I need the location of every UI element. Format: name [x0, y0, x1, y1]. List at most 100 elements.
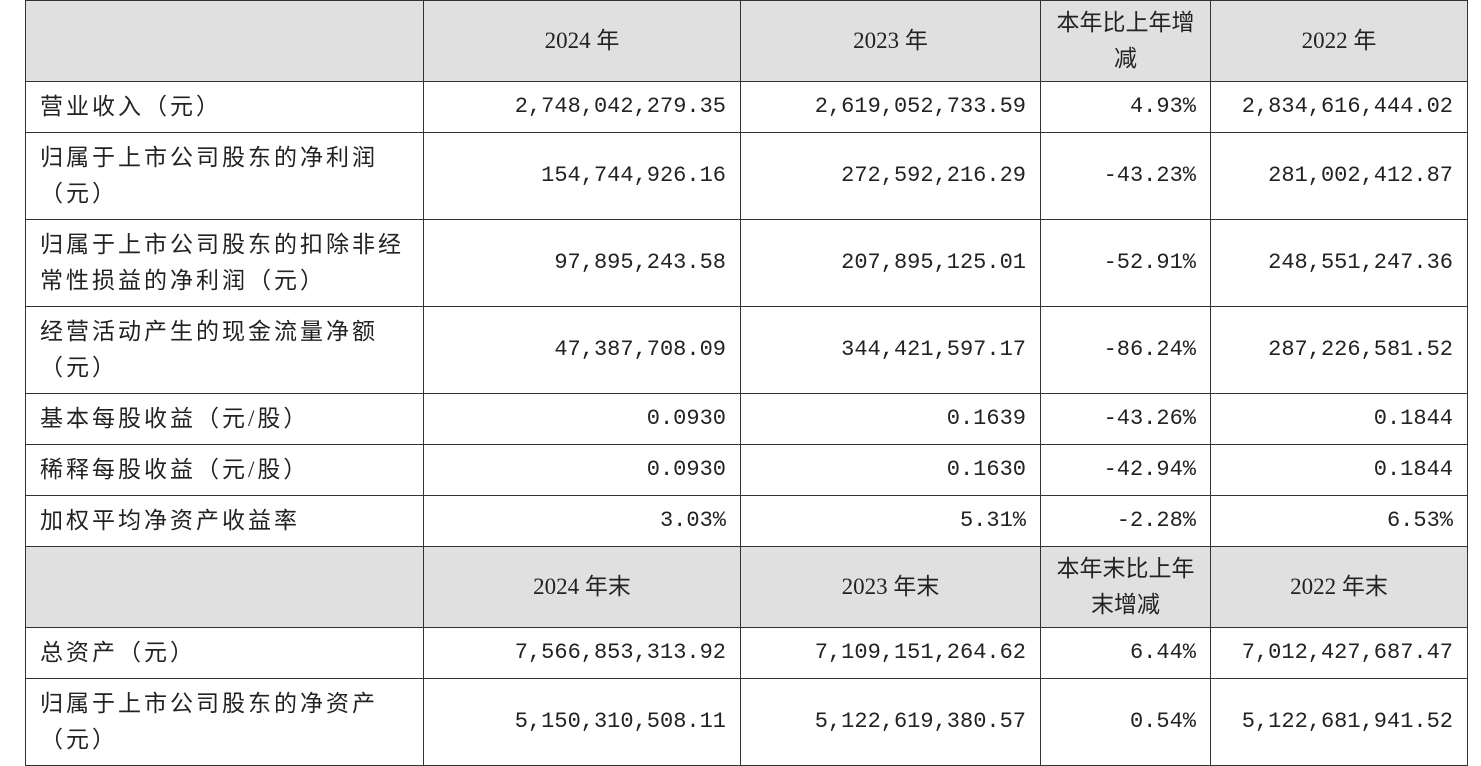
value-cell: -86.24%: [1040, 306, 1211, 394]
value-text: 0.1639: [946, 406, 1026, 431]
value-cell: 47,387,708.09: [423, 306, 741, 394]
value-text: 2,834,616,444.02: [1241, 94, 1453, 119]
header-cell: 2023 年末: [740, 546, 1041, 628]
value-cell: 2,834,616,444.02: [1210, 81, 1468, 133]
label-text: 归属于上市公司股东的净资产（元）: [40, 691, 378, 752]
data-row: 经营活动产生的现金流量净额（元） 47,387,708.09 344,421,597…: [25, 306, 1468, 394]
value-text: 97,895,243.58: [554, 250, 726, 275]
value-cell: 0.1844: [1210, 444, 1468, 496]
label-text: 基本每股收益（元/股）: [40, 406, 310, 431]
value-cell: 5,122,681,941.52: [1210, 678, 1468, 766]
value-cell: -2.28%: [1040, 495, 1211, 547]
value-text: 207,895,125.01: [841, 250, 1026, 275]
value-cell: 0.1630: [740, 444, 1041, 496]
row-label: 归属于上市公司股东的扣除非经常性损益的净利润（元）: [25, 219, 424, 307]
value-text: -2.28%: [1116, 508, 1196, 533]
header-cell: [25, 546, 424, 628]
value-text: 0.54%: [1129, 709, 1196, 734]
value-text: -86.24%: [1103, 337, 1196, 362]
header-cell: 2024 年: [423, 0, 741, 82]
value-cell: 2,748,042,279.35: [423, 81, 741, 133]
header-cell: 2023 年: [740, 0, 1041, 82]
value-text: -52.91%: [1103, 250, 1196, 275]
row-label: 营业收入（元）: [25, 81, 424, 133]
value-text: 2,748,042,279.35: [514, 94, 726, 119]
value-cell: 0.1844: [1210, 393, 1468, 445]
value-text: 5,122,681,941.52: [1241, 709, 1453, 734]
value-text: 272,592,216.29: [841, 163, 1026, 188]
header-row: 2024 年 2023 年 本年比上年增减 2022 年: [25, 0, 1468, 82]
value-cell: 97,895,243.58: [423, 219, 741, 307]
value-text: 6.44%: [1129, 640, 1196, 665]
value-text: 47,387,708.09: [554, 337, 726, 362]
value-cell: 5.31%: [740, 495, 1041, 547]
header-text: 2022 年: [1301, 28, 1377, 53]
data-row: 归属于上市公司股东的净资产（元） 5,150,310,508.11 5,122,61…: [25, 678, 1468, 766]
value-cell: -42.94%: [1040, 444, 1211, 496]
value-text: -42.94%: [1103, 457, 1196, 482]
value-cell: 4.93%: [1040, 81, 1211, 133]
value-cell: 281,002,412.87: [1210, 132, 1468, 220]
label-text: 加权平均净资产收益率: [40, 508, 300, 533]
row-label: 总资产（元）: [25, 627, 424, 679]
value-cell: 344,421,597.17: [740, 306, 1041, 394]
value-cell: 3.03%: [423, 495, 741, 547]
value-cell: 7,566,853,313.92: [423, 627, 741, 679]
value-text: 0.1844: [1373, 457, 1453, 482]
value-text: 7,566,853,313.92: [514, 640, 726, 665]
header-text: 本年比上年增减: [1056, 10, 1195, 71]
data-row: 总资产（元） 7,566,853,313.92 7,109,151,264.62 6.…: [25, 627, 1468, 679]
value-cell: 0.54%: [1040, 678, 1211, 766]
value-text: 4.93%: [1129, 94, 1196, 119]
value-cell: 248,551,247.36: [1210, 219, 1468, 307]
value-cell: 154,744,926.16: [423, 132, 741, 220]
value-text: 3.03%: [659, 508, 726, 533]
value-text: 281,002,412.87: [1268, 163, 1453, 188]
value-text: 0.1630: [946, 457, 1026, 482]
value-cell: 6.53%: [1210, 495, 1468, 547]
header-text: 2023 年末: [841, 574, 940, 599]
financial-table: 2024 年 2023 年 本年比上年增减 2022 年营业收入（元） 2,748,04…: [25, 0, 1468, 766]
value-text: -43.23%: [1103, 163, 1196, 188]
header-row: 2024 年末 2023 年末 本年末比上年末增减 2022 年末: [25, 546, 1468, 628]
value-cell: -43.26%: [1040, 393, 1211, 445]
row-label: 稀释每股收益（元/股）: [25, 444, 424, 496]
header-text: 本年末比上年末增减: [1056, 556, 1195, 617]
label-text: 总资产（元）: [40, 640, 196, 665]
label-text: 归属于上市公司股东的净利润（元）: [40, 145, 378, 206]
data-row: 基本每股收益（元/股） 0.0930 0.1639 -43.26% 0.1844: [25, 393, 1468, 445]
data-row: 营业收入（元） 2,748,042,279.35 2,619,052,733.59 4…: [25, 81, 1468, 133]
header-text: 2024 年末: [533, 574, 631, 599]
value-text: 287,226,581.52: [1268, 337, 1453, 362]
row-label: 归属于上市公司股东的净利润（元）: [25, 132, 424, 220]
value-text: 5.31%: [959, 508, 1026, 533]
value-cell: -43.23%: [1040, 132, 1211, 220]
row-label: 经营活动产生的现金流量净额（元）: [25, 306, 424, 394]
value-cell: 207,895,125.01: [740, 219, 1041, 307]
value-text: 344,421,597.17: [841, 337, 1026, 362]
row-label: 基本每股收益（元/股）: [25, 393, 424, 445]
value-cell: 0.1639: [740, 393, 1041, 445]
header-cell: 2024 年末: [423, 546, 741, 628]
value-text: 0.0930: [646, 406, 726, 431]
data-row: 归属于上市公司股东的净利润（元） 154,744,926.16 272,592,21…: [25, 132, 1468, 220]
value-text: 7,109,151,264.62: [814, 640, 1026, 665]
value-text: 0.1844: [1373, 406, 1453, 431]
label-text: 经营活动产生的现金流量净额（元）: [40, 319, 378, 380]
header-cell: [25, 0, 424, 82]
value-text: 5,122,619,380.57: [814, 709, 1026, 734]
value-cell: 6.44%: [1040, 627, 1211, 679]
header-text: 2024 年: [544, 28, 620, 53]
value-text: 5,150,310,508.11: [514, 709, 726, 734]
value-cell: 7,109,151,264.62: [740, 627, 1041, 679]
value-text: 154,744,926.16: [541, 163, 726, 188]
row-label: 归属于上市公司股东的净资产（元）: [25, 678, 424, 766]
table-body: 2024 年 2023 年 本年比上年增减 2022 年营业收入（元） 2,748,04…: [25, 0, 1468, 766]
value-cell: 0.0930: [423, 444, 741, 496]
value-cell: 7,012,427,687.47: [1210, 627, 1468, 679]
value-cell: 0.0930: [423, 393, 741, 445]
value-cell: -52.91%: [1040, 219, 1211, 307]
label-text: 归属于上市公司股东的扣除非经常性损益的净利润（元）: [40, 232, 404, 293]
value-text: -43.26%: [1103, 406, 1196, 431]
